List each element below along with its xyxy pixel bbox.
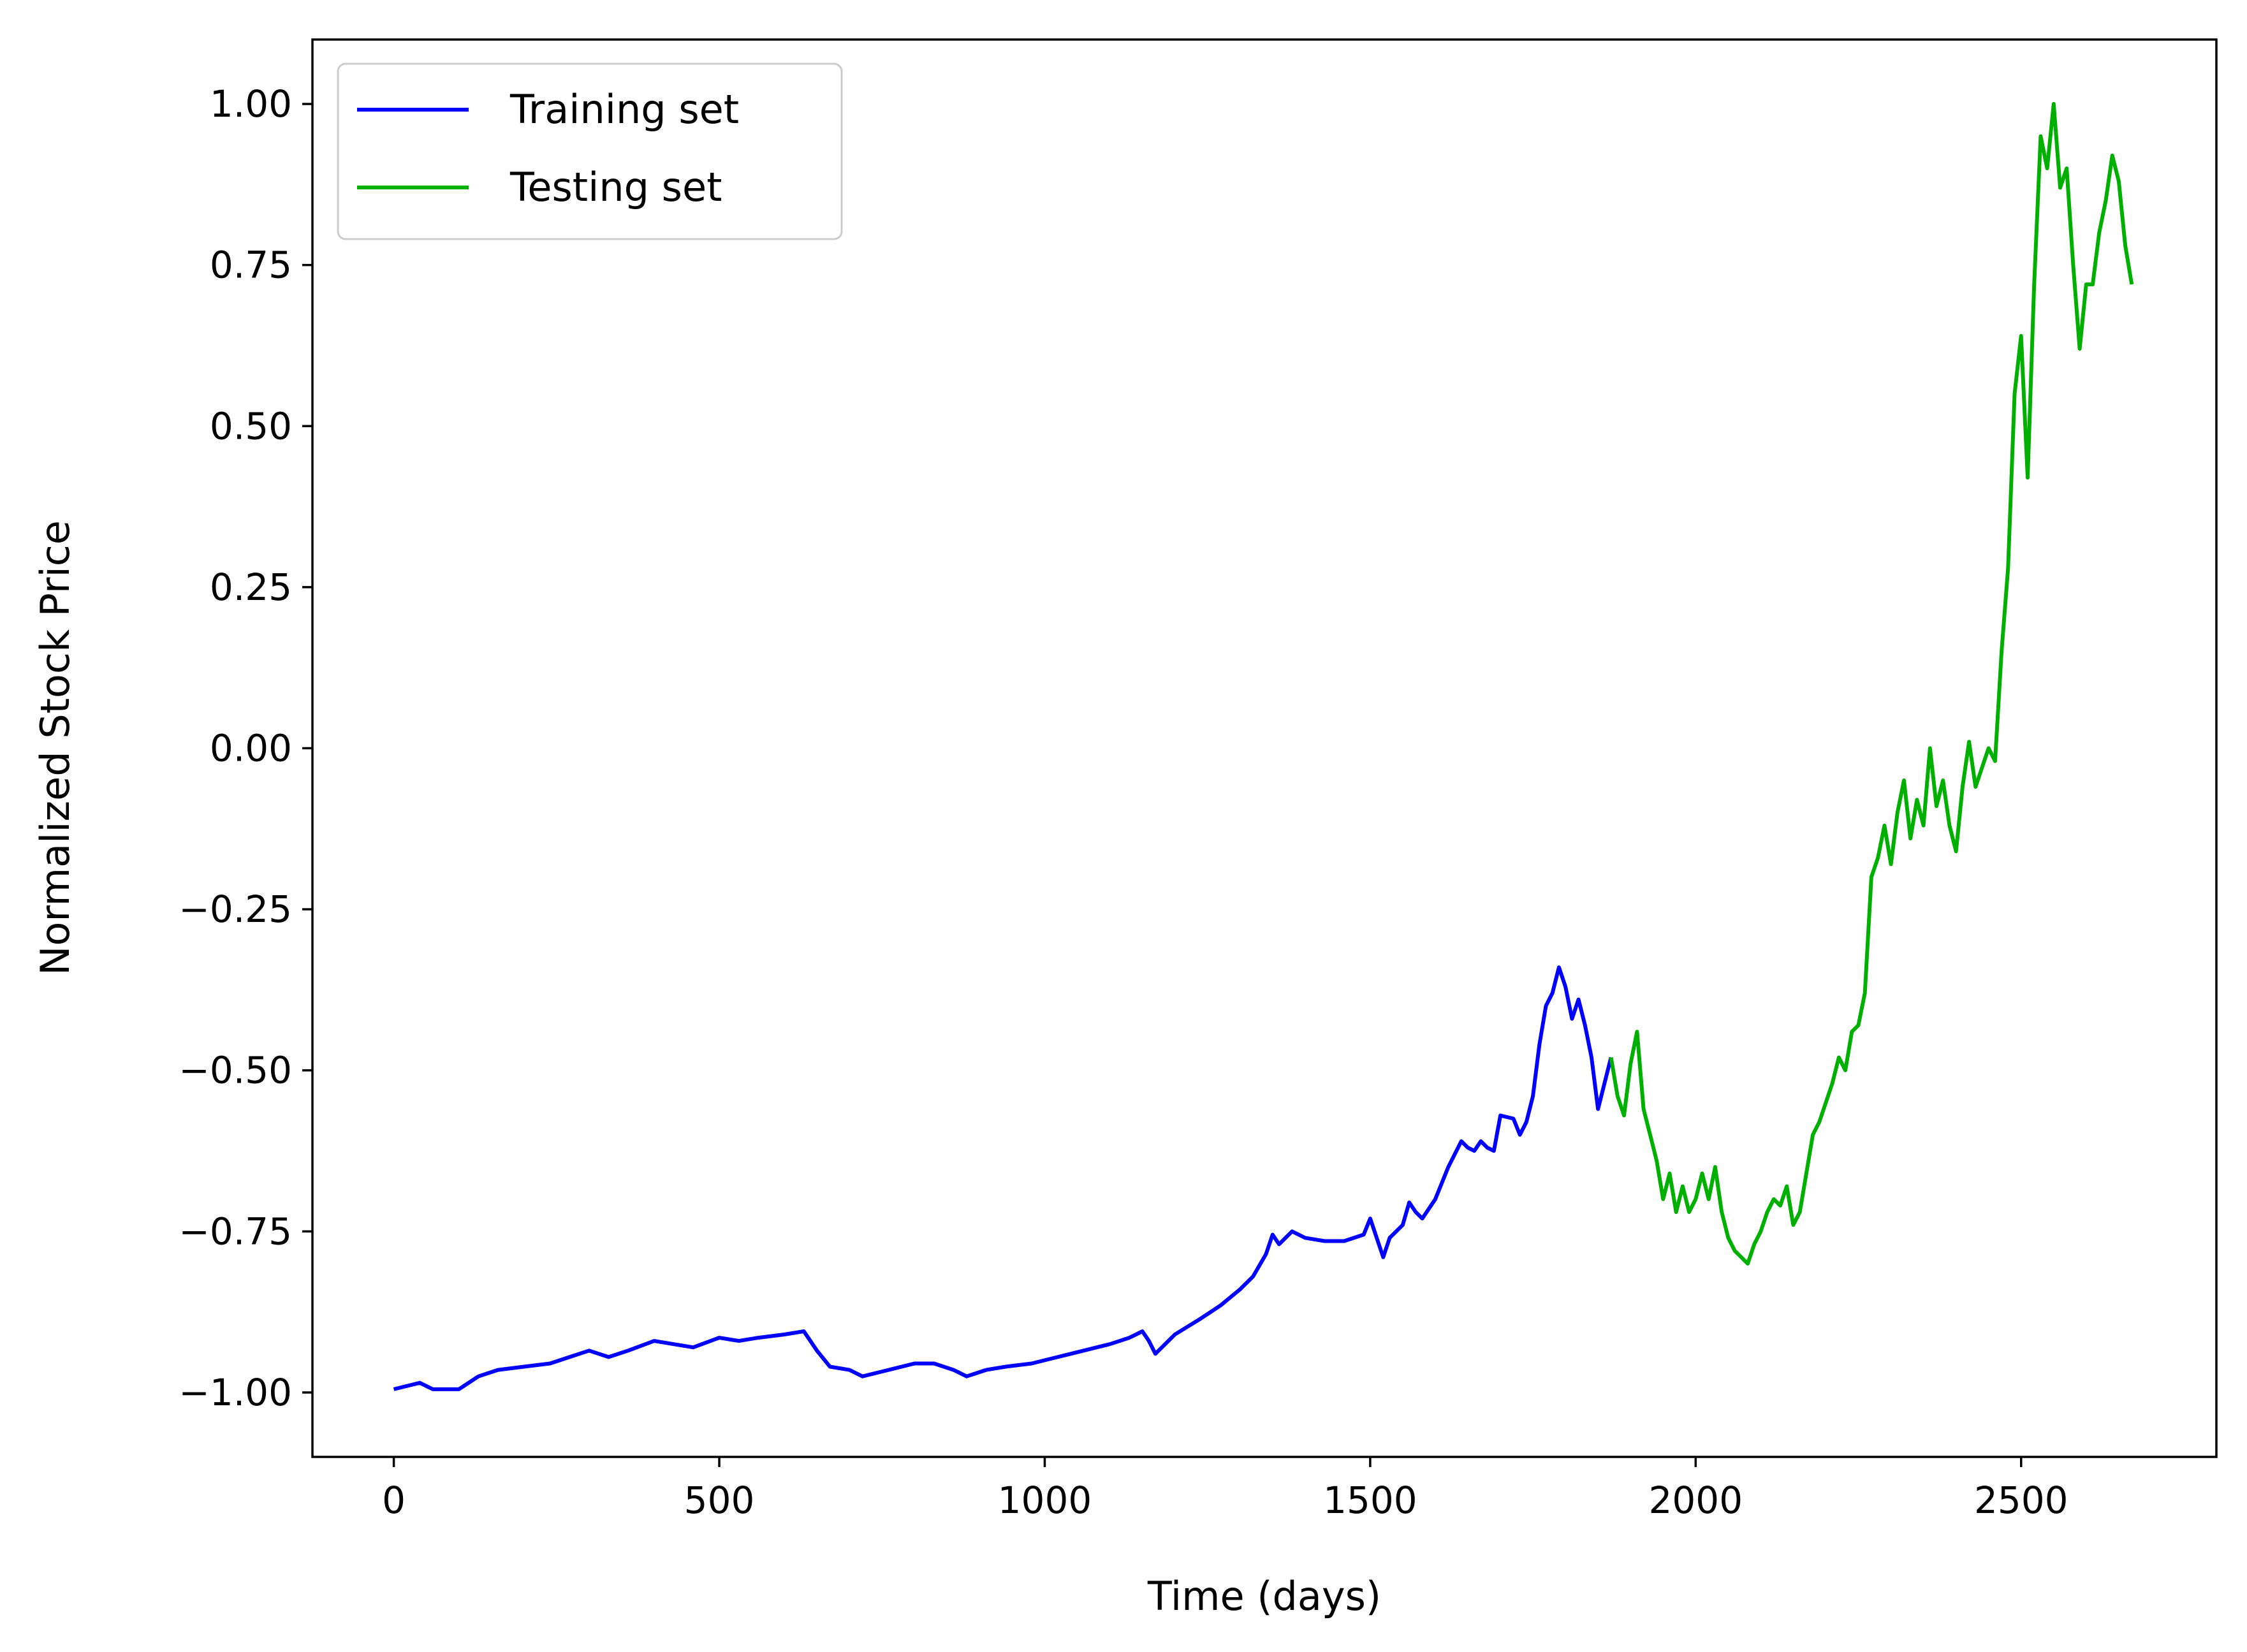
y-axis-ticks: 1.00 0.75 0.50 0.25 0.00 −0.25 −0.50 −0.75 −1.00 xyxy=(179,82,312,1414)
series-line-testing xyxy=(1609,102,2134,1266)
legend-label-testing: Testing set xyxy=(509,164,722,210)
x-axis-label: Time (days) xyxy=(1147,1573,1381,1619)
legend-box xyxy=(337,62,843,240)
y-tick-label: 1.00 xyxy=(210,82,292,126)
series-line-training xyxy=(393,965,1613,1391)
y-tick-label: 0.00 xyxy=(210,727,292,770)
legend-label-training: Training set xyxy=(509,86,739,133)
y-tick-label: −1.00 xyxy=(179,1371,292,1414)
x-tick-label: 1000 xyxy=(998,1479,1092,1522)
y-tick-label: 0.25 xyxy=(210,566,292,609)
y-tick-label: 0.50 xyxy=(210,404,292,448)
x-tick-label: 2000 xyxy=(1649,1479,1743,1522)
y-axis-label: Normalized Stock Price xyxy=(32,520,78,976)
x-tick-label: 2500 xyxy=(1974,1479,2068,1522)
y-tick-label: −0.50 xyxy=(179,1049,292,1092)
series-group xyxy=(393,102,2134,1391)
x-axis-ticks: 0 500 1000 1500 2000 2500 xyxy=(382,1457,2068,1522)
y-tick-label: 0.75 xyxy=(210,244,292,287)
x-tick-label: 1500 xyxy=(1323,1479,1417,1522)
x-tick-label: 0 xyxy=(382,1479,406,1522)
legend: Training set Testing set xyxy=(337,62,843,240)
plot-area xyxy=(311,38,2218,1458)
y-tick-label: −0.25 xyxy=(179,888,292,931)
x-tick-label: 500 xyxy=(684,1479,755,1522)
y-tick-label: −0.75 xyxy=(179,1210,292,1253)
